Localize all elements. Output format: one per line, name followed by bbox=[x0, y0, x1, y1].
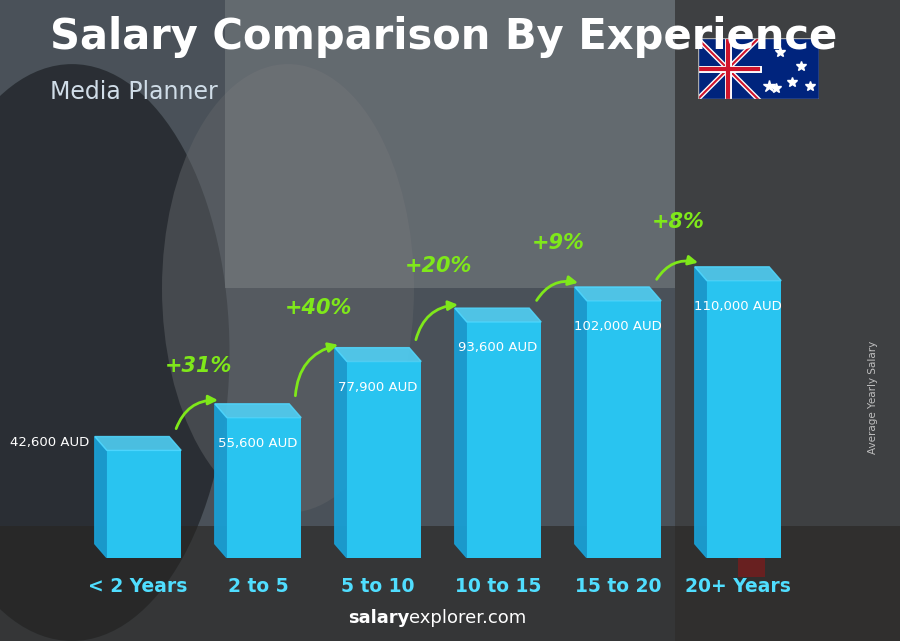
Text: 77,900 AUD: 77,900 AUD bbox=[338, 381, 418, 394]
Text: 55,600 AUD: 55,600 AUD bbox=[219, 437, 298, 450]
Polygon shape bbox=[215, 404, 227, 558]
Bar bbox=[227, 418, 302, 558]
Text: < 2 Years: < 2 Years bbox=[88, 577, 188, 596]
Bar bbox=[225, 0, 675, 288]
Text: explorer.com: explorer.com bbox=[410, 609, 526, 627]
Bar bbox=[587, 301, 662, 558]
Text: 2 to 5: 2 to 5 bbox=[228, 577, 288, 596]
Text: 42,600 AUD: 42,600 AUD bbox=[10, 436, 89, 449]
Text: +20%: +20% bbox=[404, 256, 472, 276]
Ellipse shape bbox=[0, 64, 230, 641]
Text: +9%: +9% bbox=[532, 233, 584, 253]
Text: +31%: +31% bbox=[165, 356, 231, 376]
Text: 15 to 20: 15 to 20 bbox=[575, 577, 662, 596]
Polygon shape bbox=[454, 308, 467, 558]
Bar bbox=[738, 288, 765, 577]
Polygon shape bbox=[695, 267, 707, 558]
Polygon shape bbox=[454, 308, 541, 322]
Text: 5 to 10: 5 to 10 bbox=[341, 577, 415, 596]
Polygon shape bbox=[215, 404, 302, 418]
Bar bbox=[0, 526, 900, 641]
Text: 10 to 15: 10 to 15 bbox=[454, 577, 541, 596]
Text: Average Yearly Salary: Average Yearly Salary bbox=[868, 341, 878, 454]
Text: 93,600 AUD: 93,600 AUD bbox=[458, 342, 537, 354]
Polygon shape bbox=[94, 437, 181, 451]
Text: +40%: +40% bbox=[284, 297, 352, 318]
Bar bbox=[467, 322, 541, 558]
Bar bbox=[107, 451, 181, 558]
Polygon shape bbox=[335, 347, 421, 362]
Polygon shape bbox=[335, 347, 346, 558]
Bar bbox=[346, 362, 421, 558]
Text: 110,000 AUD: 110,000 AUD bbox=[694, 300, 782, 313]
Ellipse shape bbox=[162, 64, 414, 513]
Polygon shape bbox=[575, 287, 662, 301]
Text: +8%: +8% bbox=[652, 212, 705, 231]
Text: Salary Comparison By Experience: Salary Comparison By Experience bbox=[50, 16, 837, 58]
Bar bbox=[675, 0, 900, 641]
Text: 20+ Years: 20+ Years bbox=[685, 577, 791, 596]
Polygon shape bbox=[575, 287, 587, 558]
Text: 102,000 AUD: 102,000 AUD bbox=[574, 320, 662, 333]
Text: Media Planner: Media Planner bbox=[50, 80, 217, 104]
Text: salary: salary bbox=[348, 609, 410, 627]
Polygon shape bbox=[695, 267, 781, 281]
Polygon shape bbox=[94, 437, 107, 558]
Bar bbox=[706, 281, 781, 558]
